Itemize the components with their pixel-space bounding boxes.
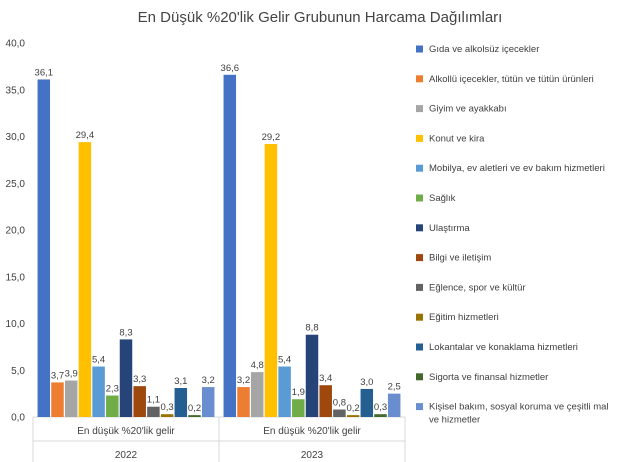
data-labels: 36,13,7 3,929,45,42,38,33,31,10,33,10,23,… <box>35 63 401 414</box>
bar <box>188 415 201 417</box>
data-label: 2,3 <box>106 383 119 394</box>
legend-label: Lokantalar ve konaklama hizmetleri <box>429 342 578 353</box>
y-tick-label: 15,0 <box>6 272 26 283</box>
legend-swatch <box>416 194 423 202</box>
data-label: 36,1 <box>35 67 54 78</box>
data-label: 5,4 <box>92 355 105 366</box>
data-label: 3,9 <box>65 369 78 380</box>
data-label: 3,1 <box>174 376 187 387</box>
legend-label: Alkollü içecekler, tütün ve tütün ürünle… <box>429 74 594 85</box>
x-group-label: 2023 <box>301 450 324 461</box>
data-label: 29,4 <box>76 130 95 141</box>
bar <box>319 385 332 417</box>
bars <box>37 74 401 418</box>
legend-label: Gıda ve alkolsüz içecekler <box>429 44 539 55</box>
data-label: 8,3 <box>119 327 132 338</box>
legend-label: Eğitim hizmetleri <box>429 312 499 323</box>
bar <box>147 406 160 417</box>
bar <box>201 387 215 417</box>
bar <box>37 79 51 417</box>
bar <box>160 414 174 417</box>
data-label: 3,2 <box>237 375 250 386</box>
bar <box>360 388 374 417</box>
bar <box>223 74 237 417</box>
data-label: 3,3 <box>133 374 146 385</box>
bar <box>264 143 278 418</box>
y-tick-label: 40,0 <box>6 39 26 50</box>
bar <box>106 395 119 417</box>
legend-label: Kişisel bakım, sosyal koruma ve çeşitli … <box>429 402 609 426</box>
legend-label: Eğlence, spor ve kültür <box>429 282 526 293</box>
y-tick-label: 5,0 <box>11 366 25 377</box>
data-label: 3,4 <box>319 373 332 384</box>
legend: Gıda ve alkolsüz içecekler Alkollü içecek… <box>416 44 609 426</box>
data-label: 5,4 <box>278 355 291 366</box>
legend-swatch <box>416 224 423 232</box>
bar <box>305 334 319 417</box>
legend-label: Ulaştırma <box>429 223 470 234</box>
data-label: 3,7 <box>51 370 64 381</box>
x-category-label: En düşük %20'lik gelir <box>263 426 361 437</box>
legend-swatch <box>416 313 423 321</box>
x-group-label: 2022 <box>115 450 138 461</box>
bar <box>278 366 291 417</box>
legend-label: Bilgi ve iletişim <box>429 253 491 264</box>
data-label: 3,2 <box>202 375 215 386</box>
bar <box>174 388 188 417</box>
legend-label: Sağlık <box>429 193 456 204</box>
data-label: 2,5 <box>388 382 401 393</box>
y-tick-label: 35,0 <box>6 85 26 96</box>
bar <box>51 382 64 417</box>
data-label: 1,9 <box>292 387 305 398</box>
bar <box>292 399 305 417</box>
data-label: 3,0 <box>360 377 373 388</box>
data-label: 0,2 <box>346 403 359 414</box>
legend-label: Giyim ve ayakkabı <box>429 104 507 115</box>
bar <box>333 409 346 417</box>
data-label: 0,3 <box>160 402 173 413</box>
data-label: 0,2 <box>188 403 201 414</box>
legend-swatch <box>416 134 423 142</box>
data-label: 0,8 <box>333 398 346 409</box>
bar <box>64 380 78 417</box>
bar <box>119 339 133 417</box>
y-tick-label: 0,0 <box>11 413 25 424</box>
data-label: 36,6 <box>221 63 240 74</box>
y-tick-label: 25,0 <box>6 179 26 190</box>
y-tick-label: 30,0 <box>6 132 26 143</box>
legend-swatch <box>416 283 423 291</box>
bar <box>346 415 360 417</box>
bar <box>78 142 92 418</box>
bar <box>250 372 264 417</box>
legend-swatch <box>416 343 423 351</box>
legend-swatch <box>416 45 423 53</box>
legend-swatch <box>416 254 423 262</box>
y-tick-label: 10,0 <box>6 319 26 330</box>
legend-swatch <box>416 403 423 411</box>
legend-swatch <box>416 75 423 83</box>
x-category-label: En düşük %20'lik gelir <box>77 426 175 437</box>
data-label: 1,1 <box>147 395 160 406</box>
data-label: 8,8 <box>305 323 318 334</box>
legend-label: Sigorta ve finansal hizmetler <box>429 372 548 383</box>
legend-swatch <box>416 373 423 381</box>
legend-label: Mobilya, ev aletleri ve ev bakım hizmetl… <box>429 163 605 174</box>
bar <box>387 393 401 417</box>
data-label: 4,8 <box>251 360 264 371</box>
legend-swatch <box>416 164 423 172</box>
data-label: 29,2 <box>262 132 281 143</box>
bar <box>133 386 146 417</box>
y-tick-label: 20,0 <box>6 226 26 237</box>
legend-swatch <box>416 105 423 113</box>
bar <box>237 387 250 417</box>
legend-label: Konut ve kira <box>429 133 485 144</box>
bar <box>374 414 387 417</box>
data-label: 0,3 <box>374 402 387 413</box>
chart-title: En Düşük %20'lik Gelir Grubunun Harcama … <box>138 9 503 26</box>
bar <box>92 366 105 417</box>
